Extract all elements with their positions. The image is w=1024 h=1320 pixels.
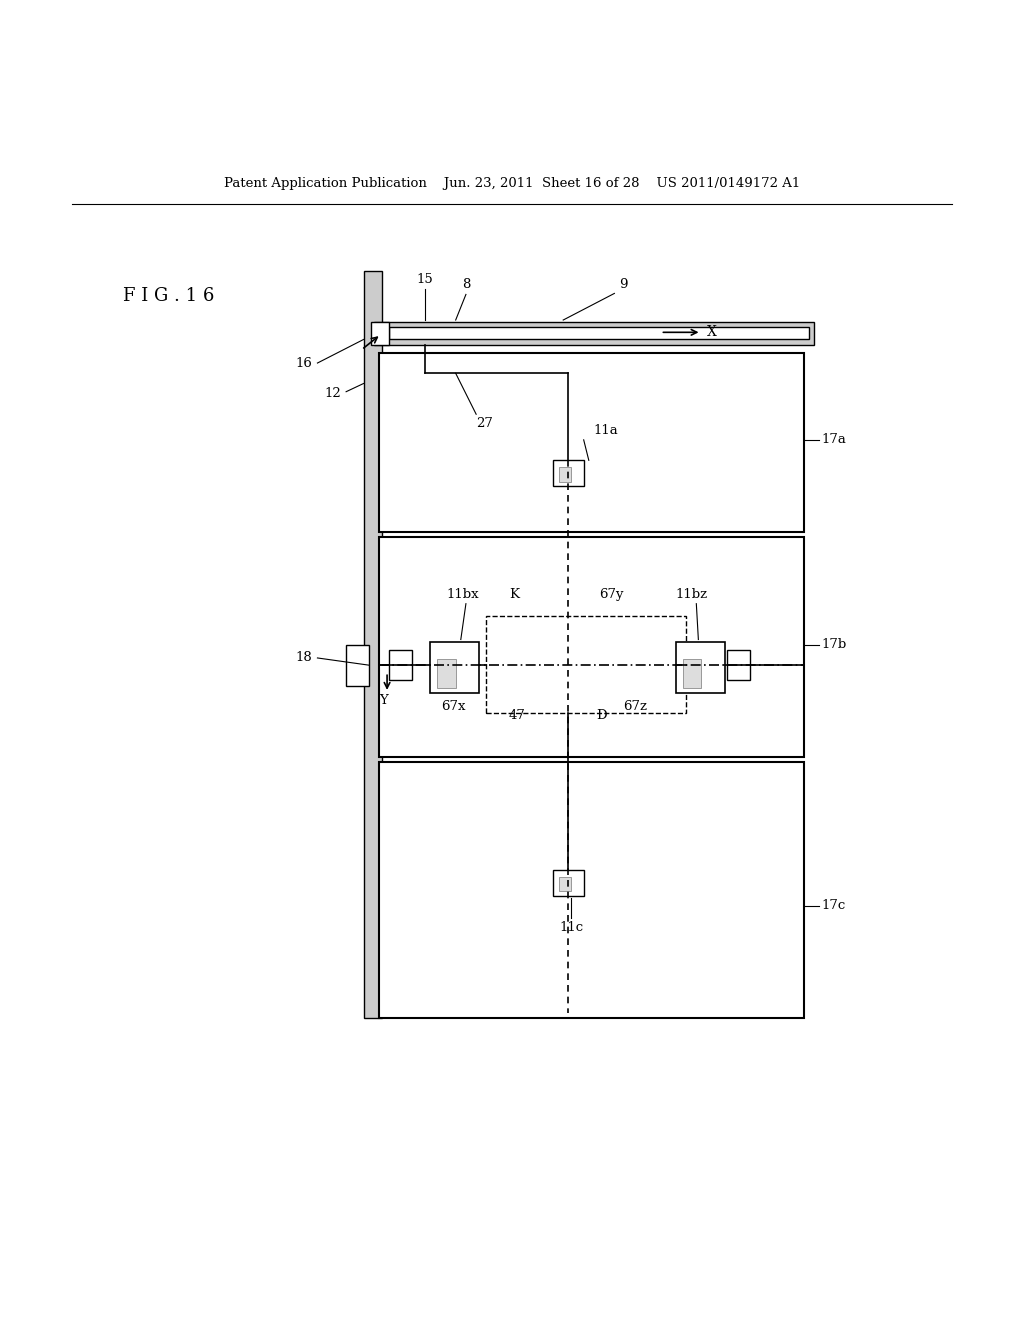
Text: 27: 27 (476, 417, 493, 430)
Bar (437, 659, 456, 688)
Bar (676, 642, 725, 693)
Bar (559, 876, 571, 891)
Bar (379, 537, 804, 758)
Text: 18: 18 (296, 652, 312, 664)
Text: 67x: 67x (441, 700, 466, 713)
Text: 17a: 17a (821, 433, 846, 446)
Bar (389, 327, 809, 339)
Bar (389, 649, 412, 681)
Text: Y: Y (380, 694, 388, 708)
Text: 11c: 11c (559, 921, 584, 935)
Text: Patent Application Publication    Jun. 23, 2011  Sheet 16 of 28    US 2011/01491: Patent Application Publication Jun. 23, … (224, 177, 800, 190)
Bar (379, 763, 804, 1019)
Bar (346, 644, 369, 685)
Bar (553, 870, 584, 895)
Bar (364, 271, 382, 1019)
Text: F I G . 1 6: F I G . 1 6 (123, 288, 214, 305)
Bar (371, 322, 389, 345)
Text: 16: 16 (296, 356, 312, 370)
Text: 11a: 11a (594, 424, 618, 437)
Text: 15: 15 (417, 273, 433, 286)
Text: 47: 47 (509, 709, 525, 722)
Bar (374, 322, 814, 345)
Text: 8: 8 (462, 279, 470, 292)
Text: 67y: 67y (599, 587, 624, 601)
Text: 11bx: 11bx (446, 587, 479, 601)
Text: 12: 12 (325, 387, 341, 400)
Text: 11bz: 11bz (675, 587, 708, 601)
Text: D: D (596, 709, 606, 722)
Bar (683, 659, 701, 688)
Bar (379, 352, 804, 532)
Text: K: K (509, 587, 519, 601)
Text: 17c: 17c (821, 899, 846, 912)
Text: X: X (707, 325, 717, 339)
Text: 17b: 17b (821, 638, 847, 651)
Bar (553, 461, 584, 486)
Bar (430, 642, 479, 693)
Bar (559, 467, 571, 482)
Bar (486, 616, 686, 713)
Text: 9: 9 (620, 279, 628, 292)
Bar (727, 649, 750, 681)
Text: 67z: 67z (623, 700, 647, 713)
